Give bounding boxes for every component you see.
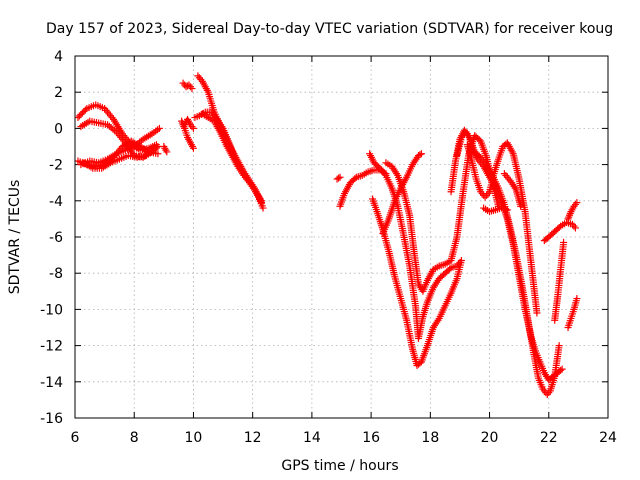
x-tick-label: 24 <box>599 430 617 446</box>
series-arc-1 <box>74 101 160 154</box>
data-point <box>81 106 89 114</box>
data-point <box>155 124 163 132</box>
y-tick-label: -2 <box>49 158 63 174</box>
series-arc-5 <box>80 152 150 172</box>
y-tick-label: -6 <box>49 230 63 246</box>
x-tick-label: 18 <box>421 430 439 446</box>
data-point <box>416 151 424 159</box>
data-point <box>77 111 85 119</box>
data-point <box>517 202 525 210</box>
x-tick-label: 22 <box>540 430 558 446</box>
x-tick-label: 12 <box>244 430 262 446</box>
series-arc-13 <box>333 173 344 183</box>
data-point <box>189 124 197 132</box>
x-tick-label: 8 <box>130 430 139 446</box>
data-point <box>335 174 343 182</box>
data-point <box>188 85 196 93</box>
data-point <box>74 114 82 122</box>
series-arc-6 <box>160 143 171 156</box>
data-point <box>475 152 483 160</box>
data-point <box>142 152 150 160</box>
data-marks <box>74 72 581 398</box>
series-arc-27 <box>564 295 581 331</box>
y-tick-label: -12 <box>40 339 63 355</box>
data-point <box>184 82 192 90</box>
data-point <box>75 112 83 120</box>
x-tick-label: 14 <box>303 430 321 446</box>
data-point <box>533 309 541 317</box>
x-tick-label: 6 <box>71 430 80 446</box>
data-point <box>560 238 568 246</box>
data-point <box>555 342 563 350</box>
y-tick-label: -4 <box>49 194 63 210</box>
data-point <box>375 163 383 171</box>
chart-title: Day 157 of 2023, Sidereal Day-to-day VTE… <box>46 21 613 37</box>
y-tick-label: -14 <box>40 375 63 391</box>
series-arc-4 <box>77 124 163 169</box>
series-arc-26 <box>551 238 568 324</box>
series-arc-23 <box>500 170 525 210</box>
y-tick-label: 4 <box>54 49 63 65</box>
data-point <box>189 144 197 152</box>
x-tick-label: 10 <box>185 430 203 446</box>
y-tick-label: -10 <box>40 302 63 318</box>
series-arc-25 <box>564 199 581 223</box>
data-point <box>457 257 465 265</box>
series-arc-21 <box>463 139 541 317</box>
series-arc-9 <box>181 115 197 132</box>
y-tick-label: 2 <box>54 85 63 101</box>
y-tick-label: -16 <box>40 411 63 427</box>
data-point <box>336 173 344 181</box>
series-arc-22 <box>480 204 511 216</box>
data-point <box>78 109 86 117</box>
series-arc-7 <box>179 79 196 93</box>
axis-ticks: 6 8 10 12 14 16 18 20 22 24420-2-4-6-8-10-12-14-1… <box>40 49 617 446</box>
y-tick-label: -8 <box>49 266 63 282</box>
data-point <box>152 144 160 152</box>
series-arc-15 <box>366 150 464 342</box>
data-point <box>163 148 171 156</box>
plot-frame <box>74 55 609 419</box>
series-arc-12 <box>198 110 266 205</box>
data-point <box>571 224 579 232</box>
data-point <box>258 197 266 205</box>
data-point <box>573 295 581 303</box>
y-axis-label: SDTVAR / TECUs <box>7 180 23 295</box>
x-tick-label: 20 <box>481 430 499 446</box>
data-point <box>259 204 267 212</box>
data-point <box>573 199 581 207</box>
series-arc-16 <box>369 195 465 370</box>
x-tick-label: 16 <box>362 430 380 446</box>
data-point <box>80 108 88 116</box>
series-arc-18 <box>379 150 425 237</box>
x-axis-label: GPS time / hours <box>281 458 398 474</box>
data-point <box>154 143 162 150</box>
y-tick-label: 0 <box>54 121 63 137</box>
series-arc-24 <box>540 219 579 245</box>
data-point <box>154 150 162 158</box>
data-point <box>503 206 511 214</box>
data-point <box>558 365 566 373</box>
data-point <box>417 150 425 158</box>
